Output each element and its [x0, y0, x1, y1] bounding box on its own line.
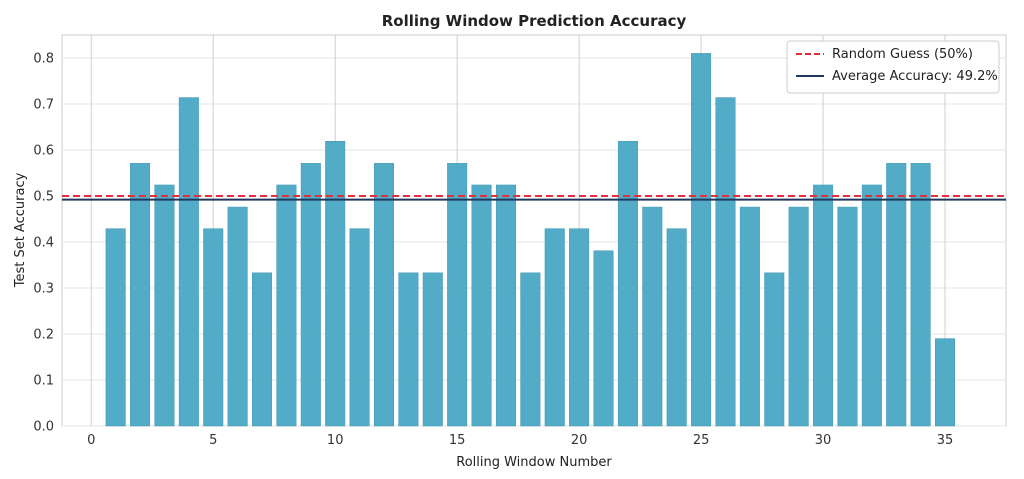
bar-window-7 [252, 272, 273, 427]
y-tick-label-0: 0.0 [33, 420, 54, 435]
bar-window-4 [178, 97, 199, 427]
y-tick-label-4: 0.4 [33, 236, 54, 251]
bar-window-22 [617, 141, 638, 427]
bar-window-25 [691, 53, 712, 427]
bar-window-35 [935, 338, 956, 427]
legend: Random Guess (50%) Average Accuracy: 49.… [786, 40, 1000, 94]
x-tick-label-7: 35 [937, 433, 954, 448]
x-tick-label-2: 10 [327, 433, 344, 448]
bar-window-20 [569, 228, 590, 427]
y-ticks: 0.0 0.1 0.2 0.3 0.4 0.5 0.6 0.7 0.8 [33, 52, 54, 435]
bar-window-31 [837, 206, 858, 427]
bar-window-1 [105, 228, 126, 427]
bar-window-24 [666, 228, 687, 427]
legend-box [786, 40, 1000, 94]
bar-window-15 [447, 163, 468, 427]
x-tick-label-6: 30 [815, 433, 832, 448]
bar-window-8 [276, 184, 297, 427]
bar-window-32 [861, 184, 882, 427]
y-tick-label-2: 0.2 [33, 328, 54, 343]
y-tick-label-7: 0.7 [33, 98, 54, 113]
bar-window-16 [471, 184, 492, 427]
x-axis-label: Rolling Window Number [456, 455, 612, 470]
y-tick-label-8: 0.8 [33, 52, 54, 67]
bar-window-2 [130, 163, 151, 427]
y-tick-label-6: 0.6 [33, 144, 54, 159]
x-tick-label-3: 15 [449, 433, 466, 448]
bar-window-27 [739, 206, 760, 427]
y-tick-label-5: 0.5 [33, 190, 54, 205]
bar-window-13 [398, 272, 419, 427]
y-tick-label-3: 0.3 [33, 282, 54, 297]
bar-window-5 [203, 228, 224, 427]
bar-window-28 [764, 272, 785, 427]
bar-window-17 [495, 184, 516, 427]
bar-window-14 [422, 272, 443, 427]
bar-window-11 [349, 228, 370, 427]
bar-window-10 [325, 141, 346, 427]
x-tick-label-1: 5 [209, 433, 217, 448]
legend-label-average: Average Accuracy: 49.2% [832, 69, 998, 84]
bar-window-33 [886, 163, 907, 427]
bar-window-30 [813, 184, 834, 427]
bar-window-21 [593, 250, 614, 427]
bar-window-18 [520, 272, 541, 427]
x-tick-label-0: 0 [87, 433, 95, 448]
bar-window-34 [910, 163, 931, 427]
bar-window-3 [154, 184, 175, 427]
x-tick-label-4: 20 [571, 433, 588, 448]
x-ticks: 0 5 10 15 20 25 30 35 [87, 433, 953, 448]
chart-title: Rolling Window Prediction Accuracy [382, 12, 687, 30]
x-tick-label-5: 25 [693, 433, 710, 448]
bar-window-9 [300, 163, 321, 427]
bar-window-23 [642, 206, 663, 427]
bar-window-6 [227, 206, 248, 427]
y-tick-label-1: 0.1 [33, 374, 54, 389]
y-axis-label: Test Set Accuracy [13, 172, 28, 288]
bars [105, 53, 956, 427]
bar-window-26 [715, 97, 736, 427]
bar-window-29 [788, 206, 809, 427]
reference-lines [62, 195, 1006, 201]
legend-label-random-guess: Random Guess (50%) [832, 47, 973, 62]
bar-window-12 [373, 163, 394, 427]
bar-window-19 [544, 228, 565, 427]
